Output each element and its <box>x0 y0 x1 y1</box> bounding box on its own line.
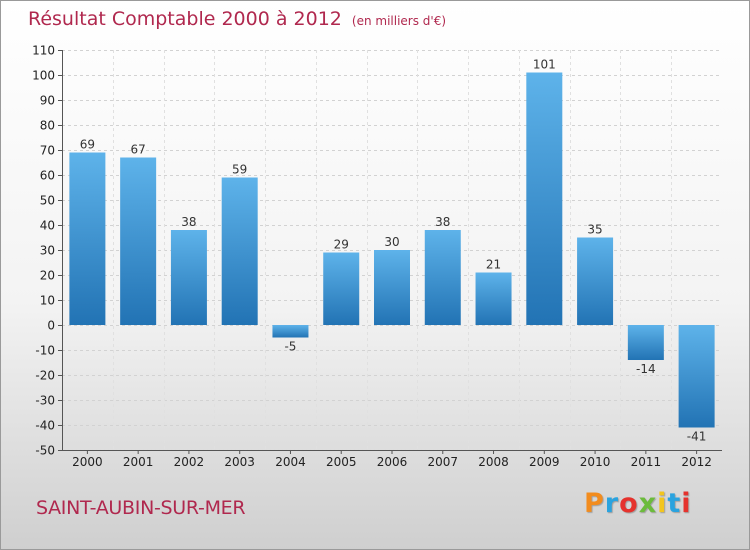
y-tick-label: 40 <box>40 219 55 233</box>
bar-2009 <box>526 72 563 325</box>
data-label: -41 <box>687 430 707 444</box>
proxiti-logo: Proxiti <box>584 488 692 519</box>
data-label: -14 <box>636 362 656 376</box>
data-label: 59 <box>232 163 247 177</box>
y-tick-label: 110 <box>32 44 55 58</box>
y-tick-label: -40 <box>35 419 55 433</box>
y-tick-label: -50 <box>35 444 55 458</box>
y-tick-label: -20 <box>35 369 55 383</box>
data-label: -5 <box>284 340 296 354</box>
data-label: 30 <box>384 235 399 249</box>
logo-letter: i <box>681 488 692 519</box>
x-tick-label: 2008 <box>478 455 509 469</box>
data-label: 101 <box>533 58 556 72</box>
data-labels: 69 67 38 59 -5 29 30 38 21 101 35 -14 -41 <box>80 58 707 444</box>
data-label: 67 <box>131 143 146 157</box>
x-tick-label: 2010 <box>580 455 611 469</box>
y-tick-label: 60 <box>40 169 55 183</box>
y-tick-label: 20 <box>40 269 55 283</box>
logo-letter: x <box>638 488 658 519</box>
bar-2002 <box>170 230 207 325</box>
logo-letter: t <box>667 488 682 519</box>
x-tick-label: 2005 <box>326 455 357 469</box>
bar-2007 <box>424 230 461 325</box>
bar-2011 <box>627 325 664 360</box>
chart-subtitle: (en milliers d'€) <box>351 14 447 28</box>
bar-2012 <box>678 325 715 428</box>
chart-title: Résultat Comptable 2000 à 2012 (en millie… <box>28 8 446 30</box>
bar-2005 <box>323 252 360 325</box>
axes: 1101009080706050403020100-10-20-30-40-50… <box>32 44 722 469</box>
bar-2003 <box>221 177 258 325</box>
bar-2010 <box>577 237 614 325</box>
data-label: 21 <box>486 258 501 272</box>
y-tick-label: 0 <box>47 319 55 333</box>
data-label: 38 <box>181 215 196 229</box>
bar-2000 <box>69 152 106 325</box>
bar-2008 <box>475 272 512 325</box>
y-tick-label: 70 <box>40 144 55 158</box>
logo-letter: r <box>604 488 620 519</box>
y-tick-label: 90 <box>40 94 55 108</box>
chart-title-text: Résultat Comptable 2000 à 2012 <box>28 8 342 30</box>
y-tick-label: -30 <box>35 394 55 408</box>
y-tick-label: 50 <box>40 194 55 208</box>
y-tick-label: -10 <box>35 344 55 358</box>
y-tick-label: 80 <box>40 119 55 133</box>
bar-2004 <box>272 325 309 338</box>
data-label: 69 <box>80 138 95 152</box>
x-tick-label: 2002 <box>174 455 205 469</box>
y-tick-label: 10 <box>40 294 55 308</box>
data-label: 38 <box>435 215 450 229</box>
bars <box>69 72 715 428</box>
x-tick-label: 2006 <box>377 455 408 469</box>
logo-letter: i <box>657 488 668 519</box>
y-tick-label: 30 <box>40 244 55 258</box>
y-tick-label: 100 <box>32 69 55 83</box>
x-tick-label: 2012 <box>681 455 712 469</box>
x-tick-label: 2004 <box>275 455 306 469</box>
x-tick-label: 2009 <box>529 455 560 469</box>
x-tick-label: 2000 <box>72 455 103 469</box>
bar-2001 <box>120 157 157 325</box>
x-tick-label: 2003 <box>224 455 255 469</box>
logo-letter: P <box>584 488 605 519</box>
x-tick-label: 2007 <box>427 455 458 469</box>
x-tick-label: 2001 <box>123 455 154 469</box>
data-label: 35 <box>587 223 602 237</box>
data-label: 29 <box>334 238 349 252</box>
commune-name: SAINT-AUBIN-SUR-MER <box>36 497 246 519</box>
logo-letter: o <box>619 488 639 519</box>
x-tick-label: 2011 <box>631 455 662 469</box>
bar-2006 <box>374 250 410 325</box>
